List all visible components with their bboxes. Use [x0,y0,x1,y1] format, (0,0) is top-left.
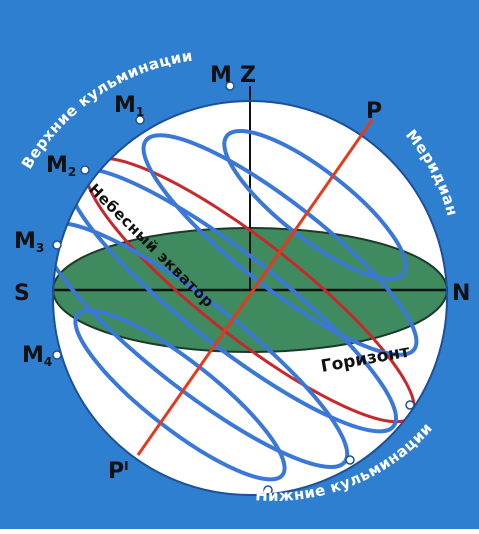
label-pole-north: P [366,99,382,124]
culmination-point-m4 [52,350,62,360]
label-m4: M4 [22,343,52,369]
label-m1: M1 [114,93,144,119]
sphere-outline [52,100,448,496]
label-m3: M3 [14,229,44,255]
culmination-point-m1 [135,115,145,125]
label-zenith: Z [240,63,256,88]
label-meridian-point: M [210,63,232,88]
world-axis [136,119,374,456]
daily-circle-2 [141,133,419,357]
culmination-point-m3 [52,240,62,250]
lower-point-2 [345,455,355,465]
label-m2: M2 [46,153,76,179]
daily-circle-5 [73,308,287,482]
label-north: N [452,281,470,306]
daily-circle-4 [53,220,350,470]
culmination-point-m [225,81,235,91]
lower-point-3 [263,485,273,495]
lower-point-1 [405,400,415,410]
culmination-point-m2 [80,165,90,175]
label-pole-south: PI [108,459,129,484]
label-south: S [14,281,30,306]
